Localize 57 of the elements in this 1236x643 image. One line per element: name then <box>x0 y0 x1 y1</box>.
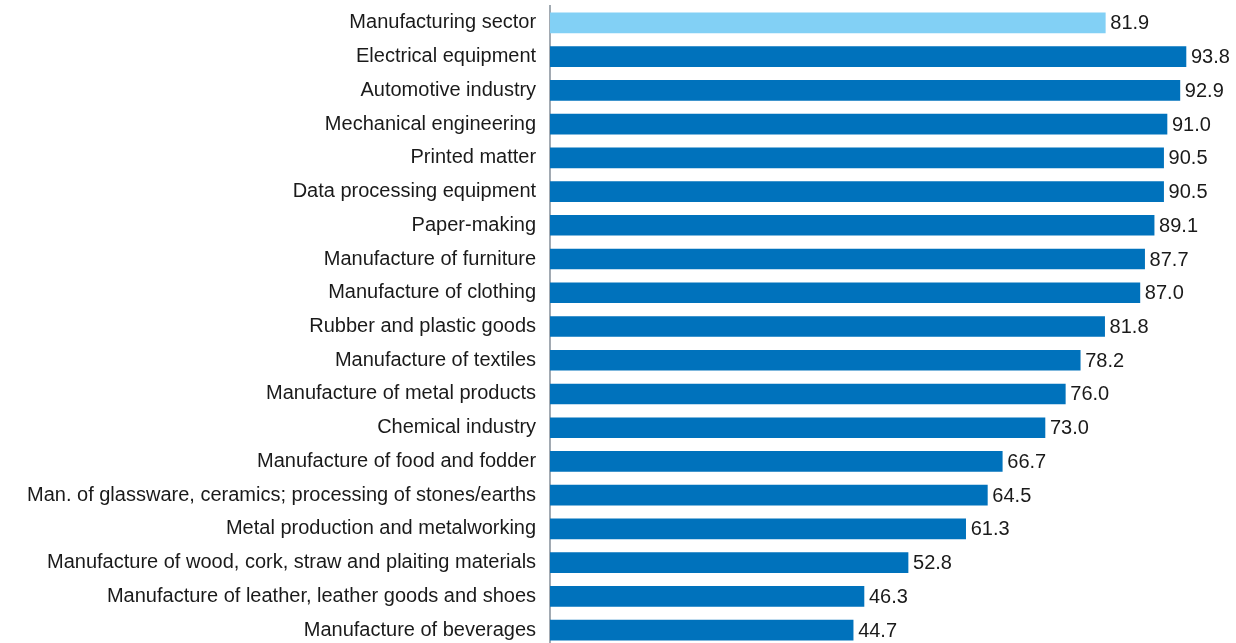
y-tick-label: Automotive industry <box>360 77 537 100</box>
data-label: 92.9 <box>1184 78 1224 101</box>
data-label: 90.5 <box>1168 146 1208 169</box>
bar <box>550 214 1155 236</box>
bar <box>550 147 1164 169</box>
data-label: 46.3 <box>868 584 908 607</box>
data-label: 44.7 <box>858 618 898 641</box>
data-label: 91.0 <box>1171 112 1211 135</box>
bar <box>550 552 909 573</box>
bar <box>550 80 1181 101</box>
y-tick-label: Manufacture of beverages <box>303 617 537 640</box>
data-label: 64.5 <box>992 483 1032 506</box>
bar <box>550 451 1003 472</box>
data-label: 81.9 <box>1110 11 1150 34</box>
data-label: 87.0 <box>1144 281 1184 304</box>
y-tick-label: Metal production and metalworking <box>225 516 537 539</box>
y-tick-label: Manufacture of leather, leather goods and shoes <box>106 583 537 606</box>
bar <box>550 484 988 506</box>
y-tick-label: Manufacture of furniture <box>323 246 537 269</box>
data-label: 93.8 <box>1190 45 1230 68</box>
bar <box>550 181 1164 202</box>
y-tick-label: Data processing equipment <box>292 179 537 202</box>
y-tick-label: Electrical equipment <box>356 44 537 67</box>
y-tick-label: Manufacture of wood, cork, straw and plaiting materials <box>46 550 537 573</box>
data-label: 90.5 <box>1168 180 1208 203</box>
data-label: 89.1 <box>1159 213 1199 236</box>
bar <box>550 383 1066 405</box>
y-tick-label: Manufacture of clothing <box>328 280 537 303</box>
data-label: 61.3 <box>970 517 1010 540</box>
bar <box>550 316 1105 337</box>
data-label: 73.0 <box>1049 416 1089 439</box>
y-tick-label: Printed matter <box>410 145 537 168</box>
y-tick-label: Man. of glassware, ceramics; processing of stones/earths <box>26 482 537 505</box>
y-tick-label: Mechanical engineering <box>324 111 537 134</box>
y-tick-label: Chemical industry <box>377 415 537 438</box>
bar <box>550 248 1145 270</box>
data-label: 78.2 <box>1085 348 1125 371</box>
bar <box>550 586 865 607</box>
data-label: 66.7 <box>1007 449 1047 472</box>
bar <box>550 46 1187 67</box>
data-label: 52.8 <box>913 551 952 574</box>
y-tick-label: Manufacture of textiles <box>334 347 537 370</box>
bar <box>550 619 854 641</box>
y-tick-label: Manufacture of food and fodder <box>257 448 537 471</box>
bar <box>550 518 966 540</box>
y-tick-label: Rubber and plastic goods <box>309 314 537 337</box>
bar <box>550 417 1046 439</box>
data-label: 87.7 <box>1149 247 1189 270</box>
bar <box>550 12 1106 34</box>
data-label: 76.0 <box>1070 382 1110 405</box>
bar <box>550 349 1081 371</box>
y-tick-label: Manufacturing sector <box>349 10 537 33</box>
bar <box>550 113 1168 135</box>
bar <box>550 282 1141 304</box>
y-tick-label: Paper-making <box>411 212 537 235</box>
y-tick-label: Manufacture of metal products <box>265 381 537 404</box>
data-label: 81.8 <box>1109 315 1149 338</box>
